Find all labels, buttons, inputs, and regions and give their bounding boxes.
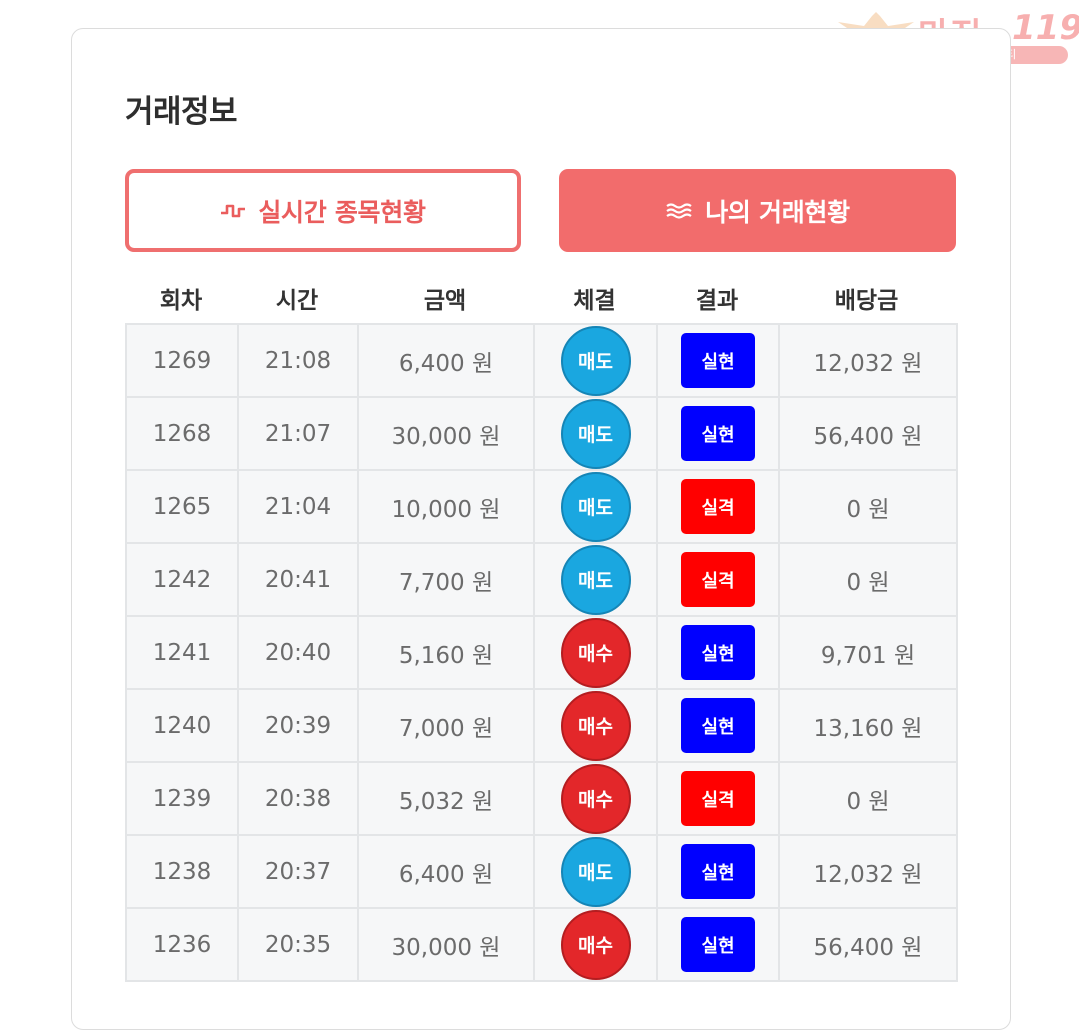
buy-badge: 매수 bbox=[560, 909, 631, 980]
realized-badge: 실현 bbox=[681, 333, 755, 388]
round-cell: 1269 bbox=[125, 323, 239, 398]
amount-cell: 6,400 원 bbox=[357, 323, 535, 398]
result-cell: 실격 bbox=[656, 542, 780, 617]
round-cell: 1239 bbox=[125, 761, 239, 836]
my-trades-button[interactable]: 나의 거래현황 bbox=[559, 169, 956, 252]
table-row: 1242 20:41 7,700 원 매도 실격 0 원 bbox=[125, 542, 958, 617]
execution-cell: 매도 bbox=[533, 323, 658, 398]
table-header: 회차 시간 금액 체결 결과 배당금 bbox=[125, 281, 955, 321]
table-row: 1236 20:35 30,000 원 매수 실현 56,400 원 bbox=[125, 907, 958, 982]
amount-cell: 7,700 원 bbox=[357, 542, 535, 617]
result-cell: 실현 bbox=[656, 907, 780, 982]
header-payout: 배당금 bbox=[834, 288, 899, 314]
header-result: 결과 bbox=[695, 288, 739, 314]
realized-badge: 실현 bbox=[681, 406, 755, 461]
live-status-label: 실시간 종목현황 bbox=[258, 197, 426, 227]
time-cell: 20:41 bbox=[237, 542, 359, 617]
round-cell: 1268 bbox=[125, 396, 239, 471]
time-cell: 20:38 bbox=[237, 761, 359, 836]
table-row: 1265 21:04 10,000 원 매도 실격 0 원 bbox=[125, 469, 958, 544]
logo-number: 119 bbox=[1012, 8, 1079, 48]
result-cell: 실격 bbox=[656, 761, 780, 836]
execution-cell: 매도 bbox=[533, 542, 658, 617]
payout-cell: 0 원 bbox=[778, 761, 958, 836]
table-row: 1240 20:39 7,000 원 매수 실현 13,160 원 bbox=[125, 688, 958, 763]
execution-cell: 매수 bbox=[533, 907, 658, 982]
trade-table: 1269 21:08 6,400 원 매도 실현 12,032 원 1268 21:07 30,… bbox=[125, 323, 958, 982]
disqualified-badge: 실격 bbox=[681, 479, 755, 534]
time-cell: 20:37 bbox=[237, 834, 359, 909]
result-cell: 실현 bbox=[656, 834, 780, 909]
pulse-icon bbox=[221, 204, 246, 217]
payout-cell: 0 원 bbox=[778, 542, 958, 617]
realized-badge: 실현 bbox=[681, 625, 755, 680]
time-cell: 21:08 bbox=[237, 323, 359, 398]
table-row: 1238 20:37 6,400 원 매도 실현 12,032 원 bbox=[125, 834, 958, 909]
time-cell: 20:39 bbox=[237, 688, 359, 763]
amount-cell: 7,000 원 bbox=[357, 688, 535, 763]
execution-cell: 매도 bbox=[533, 396, 658, 471]
payout-cell: 9,701 원 bbox=[778, 615, 958, 690]
sell-badge: 매도 bbox=[560, 398, 631, 469]
time-cell: 21:04 bbox=[237, 469, 359, 544]
time-cell: 20:40 bbox=[237, 615, 359, 690]
table-row: 1268 21:07 30,000 원 매도 실현 56,400 원 bbox=[125, 396, 958, 471]
round-cell: 1236 bbox=[125, 907, 239, 982]
buy-badge: 매수 bbox=[560, 690, 631, 761]
realized-badge: 실현 bbox=[681, 698, 755, 753]
page-title: 거래정보 bbox=[125, 94, 238, 130]
payout-cell: 12,032 원 bbox=[778, 323, 958, 398]
table-row: 1241 20:40 5,160 원 매수 실현 9,701 원 bbox=[125, 615, 958, 690]
header-time: 시간 bbox=[275, 288, 319, 314]
table-row: 1269 21:08 6,400 원 매도 실현 12,032 원 bbox=[125, 323, 958, 398]
sell-badge: 매도 bbox=[560, 471, 631, 542]
live-status-button[interactable]: 실시간 종목현황 bbox=[125, 169, 521, 252]
amount-cell: 10,000 원 bbox=[357, 469, 535, 544]
table-row: 1239 20:38 5,032 원 매수 실격 0 원 bbox=[125, 761, 958, 836]
realized-badge: 실현 bbox=[681, 917, 755, 972]
result-cell: 실현 bbox=[656, 688, 780, 763]
disqualified-badge: 실격 bbox=[681, 552, 755, 607]
round-cell: 1242 bbox=[125, 542, 239, 617]
payout-cell: 13,160 원 bbox=[778, 688, 958, 763]
execution-cell: 매도 bbox=[533, 469, 658, 544]
amount-cell: 5,032 원 bbox=[357, 761, 535, 836]
my-trades-label: 나의 거래현황 bbox=[705, 197, 850, 227]
round-cell: 1238 bbox=[125, 834, 239, 909]
header-execution: 체결 bbox=[573, 288, 616, 314]
payout-cell: 56,400 원 bbox=[778, 396, 958, 471]
buy-badge: 매수 bbox=[560, 763, 631, 834]
sell-badge: 매도 bbox=[560, 544, 631, 615]
amount-cell: 5,160 원 bbox=[357, 615, 535, 690]
payout-cell: 56,400 원 bbox=[778, 907, 958, 982]
result-cell: 실격 bbox=[656, 469, 780, 544]
execution-cell: 매도 bbox=[533, 834, 658, 909]
execution-cell: 매수 bbox=[533, 761, 658, 836]
result-cell: 실현 bbox=[656, 396, 780, 471]
time-cell: 21:07 bbox=[237, 396, 359, 471]
header-round: 회차 bbox=[159, 288, 203, 314]
execution-cell: 매수 bbox=[533, 615, 658, 690]
round-cell: 1241 bbox=[125, 615, 239, 690]
payout-cell: 12,032 원 bbox=[778, 834, 958, 909]
result-cell: 실현 bbox=[656, 615, 780, 690]
execution-cell: 매수 bbox=[533, 688, 658, 763]
sell-badge: 매도 bbox=[560, 325, 631, 396]
payout-cell: 0 원 bbox=[778, 469, 958, 544]
amount-cell: 6,400 원 bbox=[357, 834, 535, 909]
sell-badge: 매도 bbox=[560, 836, 631, 907]
buy-badge: 매수 bbox=[560, 617, 631, 688]
header-amount: 금액 bbox=[423, 288, 467, 314]
disqualified-badge: 실격 bbox=[681, 771, 755, 826]
round-cell: 1265 bbox=[125, 469, 239, 544]
round-cell: 1240 bbox=[125, 688, 239, 763]
amount-cell: 30,000 원 bbox=[357, 907, 535, 982]
time-cell: 20:35 bbox=[237, 907, 359, 982]
waves-icon bbox=[666, 202, 692, 219]
realized-badge: 실현 bbox=[681, 844, 755, 899]
amount-cell: 30,000 원 bbox=[357, 396, 535, 471]
result-cell: 실현 bbox=[656, 323, 780, 398]
